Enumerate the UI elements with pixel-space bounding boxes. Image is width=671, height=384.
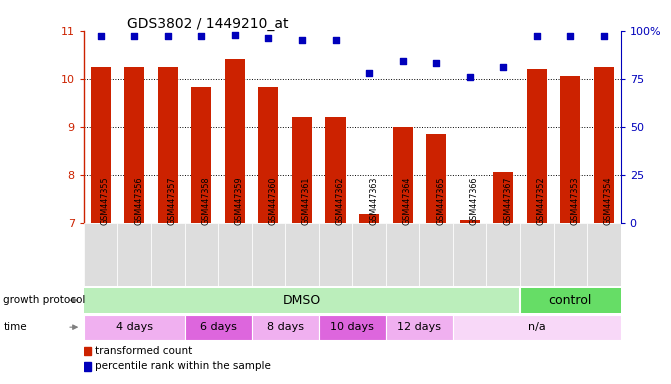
Text: GSM447353: GSM447353 (570, 176, 579, 225)
Bar (84, 315, 185, 340)
Bar (285, 223, 319, 286)
Text: GSM447356: GSM447356 (134, 176, 143, 225)
Point (330, 37, 341, 43)
Bar (84, 223, 117, 286)
Text: GDS3802 / 1449210_at: GDS3802 / 1449210_at (127, 17, 289, 31)
Bar (493, 172, 513, 223)
Bar (419, 223, 453, 286)
Text: 6 days: 6 days (200, 322, 236, 333)
Point (162, 33, 173, 40)
Bar (325, 117, 346, 223)
Bar (453, 315, 621, 340)
Bar (124, 67, 144, 223)
Bar (460, 220, 480, 223)
Point (263, 35, 274, 41)
Point (498, 64, 509, 70)
Bar (151, 223, 185, 286)
Text: GSM447367: GSM447367 (503, 176, 512, 225)
Bar (252, 223, 285, 286)
Bar (84, 362, 91, 371)
Bar (117, 223, 151, 286)
Text: GSM447357: GSM447357 (168, 176, 176, 225)
Bar (185, 223, 218, 286)
Bar (520, 223, 554, 286)
Point (531, 33, 542, 40)
Text: GSM447362: GSM447362 (336, 176, 344, 225)
Text: 8 days: 8 days (266, 322, 304, 333)
Point (464, 74, 475, 80)
Bar (252, 315, 319, 340)
Text: GSM447365: GSM447365 (436, 176, 445, 225)
Text: GSM447359: GSM447359 (235, 176, 244, 225)
Bar (386, 315, 453, 340)
Bar (84, 288, 520, 313)
Text: time: time (3, 322, 27, 332)
Bar (587, 223, 621, 286)
Text: GSM447358: GSM447358 (201, 176, 210, 225)
Bar (158, 67, 178, 223)
Bar (386, 223, 419, 286)
Bar (225, 59, 245, 223)
Text: control: control (549, 294, 592, 307)
Text: percentile rank within the sample: percentile rank within the sample (95, 361, 270, 371)
Bar (84, 347, 91, 355)
Text: 10 days: 10 days (330, 322, 374, 333)
Bar (594, 67, 614, 223)
Text: GSM447361: GSM447361 (302, 176, 311, 225)
Point (129, 33, 140, 40)
Bar (319, 223, 352, 286)
Bar (352, 223, 386, 286)
Bar (191, 88, 211, 223)
Text: 4 days: 4 days (115, 322, 153, 333)
Point (599, 33, 609, 40)
Bar (393, 127, 413, 223)
Bar (453, 223, 486, 286)
Text: GSM447366: GSM447366 (470, 176, 478, 225)
Text: 12 days: 12 days (397, 322, 442, 333)
Bar (319, 315, 386, 340)
Text: GSM447355: GSM447355 (101, 176, 109, 225)
Point (431, 60, 442, 66)
Point (196, 33, 207, 40)
Point (95, 33, 106, 40)
Text: GSM447354: GSM447354 (604, 176, 613, 225)
Text: n/a: n/a (528, 322, 546, 333)
Point (364, 70, 374, 76)
Bar (560, 76, 580, 223)
Bar (292, 117, 312, 223)
Point (397, 58, 408, 65)
Bar (527, 69, 547, 223)
Bar (359, 214, 379, 223)
Point (297, 37, 307, 43)
Bar (426, 134, 446, 223)
Text: GSM447360: GSM447360 (268, 176, 277, 225)
Bar (486, 223, 520, 286)
Bar (554, 223, 587, 286)
Point (229, 31, 240, 38)
Text: GSM447364: GSM447364 (403, 176, 411, 225)
Bar (91, 67, 111, 223)
Bar (218, 223, 252, 286)
Text: growth protocol: growth protocol (3, 295, 86, 305)
Text: GSM447363: GSM447363 (369, 176, 378, 225)
Text: GSM447352: GSM447352 (537, 176, 546, 225)
Bar (258, 88, 278, 223)
Text: DMSO: DMSO (282, 294, 321, 307)
Text: transformed count: transformed count (95, 346, 192, 356)
Bar (520, 288, 621, 313)
Point (565, 33, 576, 40)
Bar (185, 315, 252, 340)
